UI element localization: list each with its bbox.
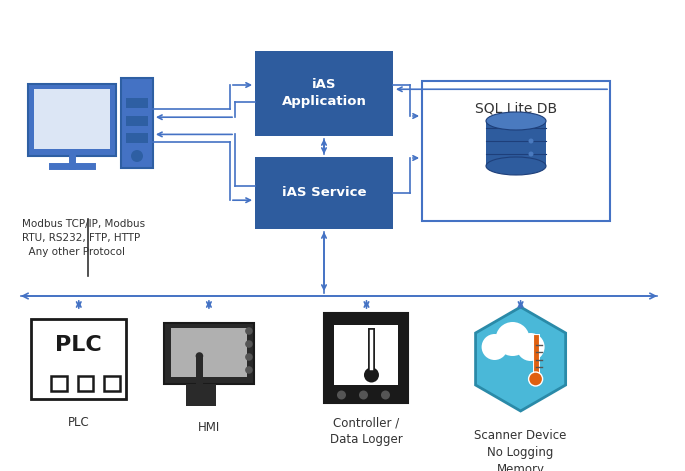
Bar — [255, 51, 393, 136]
Circle shape — [196, 352, 203, 360]
Bar — [51, 375, 66, 391]
Text: iAS
Application: iAS Application — [282, 79, 366, 108]
Bar — [126, 98, 148, 108]
Circle shape — [245, 366, 253, 374]
Bar — [325, 313, 408, 403]
Bar — [77, 375, 93, 391]
Circle shape — [359, 390, 368, 399]
Bar — [28, 84, 116, 156]
Text: Scanner Device
No Logging
Memory: Scanner Device No Logging Memory — [475, 429, 566, 471]
Circle shape — [381, 390, 390, 399]
Circle shape — [529, 372, 543, 386]
Text: PLC: PLC — [55, 334, 102, 355]
Text: HMI: HMI — [198, 421, 220, 434]
Bar — [126, 116, 148, 126]
Circle shape — [529, 152, 534, 156]
Bar — [126, 133, 148, 143]
Circle shape — [131, 150, 143, 162]
Bar — [255, 157, 393, 229]
Text: Modbus TCP/IP, Modbus
RTU, RS232, FTP, HTTP
  Any other Protocol: Modbus TCP/IP, Modbus RTU, RS232, FTP, H… — [22, 219, 145, 257]
Polygon shape — [196, 356, 203, 386]
Bar — [121, 78, 153, 168]
Bar — [171, 327, 247, 377]
Ellipse shape — [486, 157, 546, 175]
Circle shape — [516, 333, 545, 361]
Bar — [34, 89, 110, 149]
Circle shape — [529, 138, 534, 144]
Circle shape — [245, 327, 253, 335]
Circle shape — [482, 334, 508, 360]
Polygon shape — [475, 307, 566, 411]
Text: PLC: PLC — [68, 416, 90, 429]
Ellipse shape — [486, 112, 546, 130]
Bar — [486, 121, 546, 166]
Circle shape — [245, 353, 253, 361]
Bar — [104, 375, 119, 391]
Circle shape — [496, 322, 530, 356]
Circle shape — [337, 390, 346, 399]
Bar — [31, 319, 126, 399]
Bar — [164, 323, 254, 384]
Bar — [495, 339, 531, 349]
Circle shape — [364, 367, 379, 382]
Text: iAS Service: iAS Service — [282, 187, 366, 200]
Text: Controller /
Data Logger: Controller / Data Logger — [330, 416, 403, 446]
Circle shape — [245, 340, 253, 348]
Bar — [334, 325, 399, 385]
Text: SQL Lite DB: SQL Lite DB — [475, 102, 557, 116]
Bar — [186, 384, 216, 406]
Bar — [422, 81, 610, 221]
